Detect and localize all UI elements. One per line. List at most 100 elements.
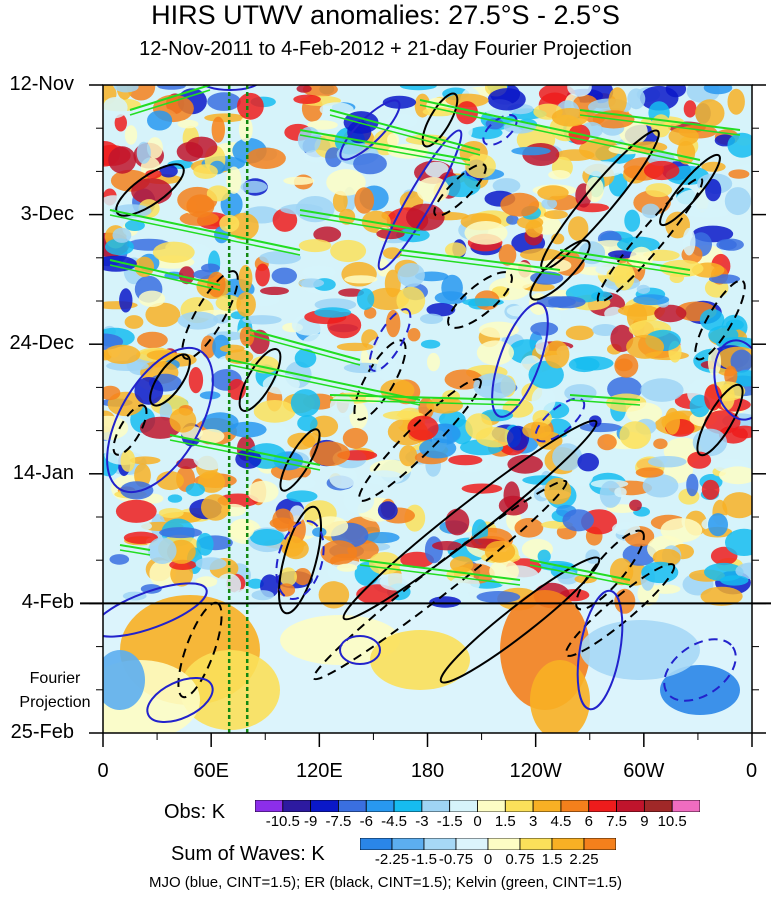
- er-contour: [238, 348, 282, 412]
- kelvin-contour: [569, 394, 641, 401]
- field-blob: [692, 428, 728, 457]
- field-blob: [313, 226, 342, 243]
- colorbar-label: -6: [359, 813, 373, 830]
- kelvin-contour: [359, 564, 521, 586]
- er-contour: [529, 239, 591, 301]
- er-contour: [696, 383, 744, 457]
- kelvin-contour: [169, 434, 321, 466]
- field-blob: [544, 477, 572, 505]
- mjo-contour: [491, 302, 549, 418]
- field-blob: [197, 470, 226, 493]
- field-blob: [384, 269, 401, 298]
- field-blob: [583, 161, 625, 177]
- field-blob: [211, 116, 225, 143]
- er-contour: [540, 129, 660, 271]
- field-blob: [219, 344, 245, 353]
- field-blob: [648, 456, 687, 468]
- field-blob: [240, 180, 268, 193]
- field-blob: [506, 215, 519, 225]
- field-blob: [722, 492, 752, 519]
- field-blob: [186, 194, 215, 218]
- kelvin-contour: [129, 89, 211, 116]
- field-blob: [473, 373, 516, 400]
- field-blob: [129, 456, 161, 465]
- mjo-contour: [339, 635, 381, 665]
- field-blob: [577, 453, 599, 472]
- field-blob: [643, 160, 680, 181]
- axes: [80, 84, 771, 747]
- projection-label-line1: Fourier: [29, 670, 81, 687]
- field-blob: [476, 340, 514, 366]
- field-blob: [201, 263, 220, 273]
- field-blob: [530, 322, 559, 336]
- field-blob: [386, 309, 401, 338]
- field-blob: [543, 210, 568, 220]
- er-contour: [358, 378, 482, 502]
- field-blob: [465, 413, 493, 440]
- field-blob: [320, 540, 358, 565]
- field-blob: [120, 449, 136, 472]
- field-blob: [329, 394, 355, 418]
- kelvin-contour: [299, 214, 421, 236]
- field-blob: [399, 445, 418, 467]
- x-tick-label: 0: [97, 760, 109, 782]
- field-blob: [353, 153, 387, 175]
- field-blob: [149, 560, 176, 587]
- field-blob: [271, 267, 297, 285]
- colorbar-label: 9: [640, 813, 649, 830]
- field-blob: [196, 532, 214, 556]
- field-blob: [251, 590, 274, 601]
- field-blob: [633, 294, 670, 306]
- field-blob: [476, 591, 521, 603]
- kelvin-contour: [109, 209, 301, 251]
- field-blob: [134, 377, 164, 405]
- field-blob: [654, 304, 687, 323]
- field-blob: [354, 187, 375, 214]
- field-blob: [397, 263, 425, 288]
- field-blob: [464, 221, 508, 245]
- colorbar-label: 1.5: [541, 851, 563, 868]
- field-blob: [624, 209, 641, 232]
- field-blob: [207, 92, 241, 111]
- field-blob: [525, 220, 543, 238]
- field-blob: [247, 480, 279, 503]
- field-blob: [727, 132, 752, 158]
- colorbar-box: [393, 800, 423, 812]
- er-contour: [433, 163, 487, 217]
- field-blob: [124, 219, 145, 231]
- field-blob: [309, 441, 350, 467]
- field-blob: [176, 458, 199, 470]
- field-blob: [579, 138, 620, 161]
- field-blob: [636, 284, 651, 294]
- projection-blob: [280, 615, 400, 665]
- field-blob: [250, 529, 285, 546]
- kelvin-contour: [299, 134, 471, 166]
- field-blob: [478, 321, 519, 338]
- field-blob: [708, 325, 739, 345]
- field-blob: [157, 85, 186, 90]
- field-blob: [585, 176, 604, 203]
- field-blob: [450, 575, 480, 594]
- field-blob: [329, 466, 358, 489]
- field-blob: [619, 421, 651, 449]
- field-blob: [147, 110, 173, 131]
- field-blob: [536, 296, 576, 308]
- field-blob: [461, 483, 503, 494]
- colorbar-label: 0.75: [505, 851, 535, 868]
- er-contour: [112, 404, 148, 456]
- field-blob: [124, 125, 138, 145]
- field-blob: [520, 248, 563, 261]
- field-blob: [343, 487, 375, 514]
- field-blob: [283, 176, 315, 185]
- colorbar-box: [504, 800, 534, 812]
- colorbar-box: [487, 838, 521, 850]
- field-blob: [427, 352, 440, 372]
- field-blob: [405, 134, 449, 146]
- field-blob: [238, 116, 253, 142]
- field-blob: [109, 554, 130, 565]
- field-blob: [185, 483, 205, 497]
- field-blob: [685, 208, 729, 218]
- field-blob: [342, 427, 368, 449]
- field-blob: [564, 384, 597, 402]
- mjo-contour: [202, 85, 258, 91]
